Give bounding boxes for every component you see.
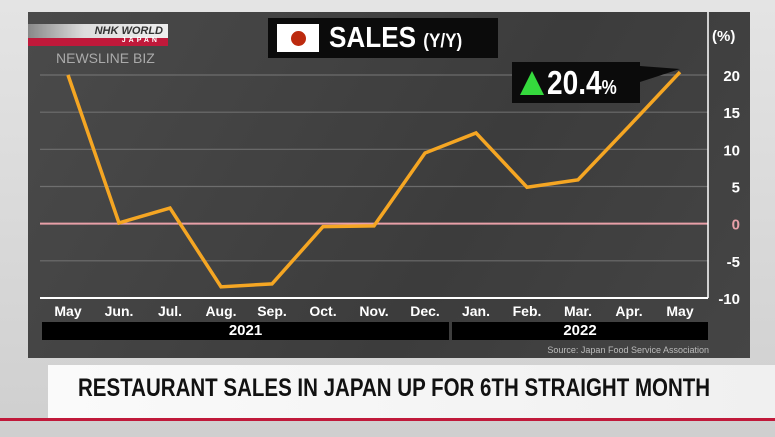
badge-pointer [640, 66, 680, 82]
highlight-badge: 20.4% [512, 62, 640, 103]
x-tick-label: May [666, 303, 693, 319]
x-tick-label: Mar. [564, 303, 592, 319]
chart-title: SALES (Y/Y) [329, 21, 463, 54]
x-tick-label: Apr. [615, 303, 642, 319]
year-label-2022: 2022 [452, 322, 708, 340]
y-tick-label: 0 [732, 217, 740, 234]
nhk-logo-japan: JAPAN [28, 37, 168, 46]
x-tick-label: Nov. [359, 303, 388, 319]
headline-banner [48, 365, 775, 418]
chart-title-box: SALES (Y/Y) [268, 18, 498, 58]
x-tick-label: Jan. [462, 303, 490, 319]
x-tick-label: Jun. [105, 303, 134, 319]
accent-line [0, 418, 775, 421]
program-name: NEWSLINE BIZ [56, 50, 155, 66]
x-tick-label: Sep. [257, 303, 287, 319]
y-tick-label: 5 [732, 180, 740, 197]
x-tick-label: Aug. [205, 303, 236, 319]
y-tick-label: 20 [723, 68, 740, 85]
x-tick-label: May [54, 303, 81, 319]
year-label-2021: 2021 [42, 322, 449, 340]
source-note: Source: Japan Food Service Association [547, 345, 709, 355]
headline: RESTAURANT SALES IN JAPAN UP FOR 6TH STR… [78, 374, 711, 402]
up-arrow-icon [520, 70, 544, 95]
x-tick-label: Oct. [309, 303, 336, 319]
y-tick-label: 10 [723, 142, 740, 159]
x-tick-label: Feb. [513, 303, 542, 319]
sales-line [66, 70, 682, 289]
y-tick-label: -5 [727, 254, 740, 271]
x-tick-label: Jul. [158, 303, 182, 319]
x-tick-label: Dec. [410, 303, 440, 319]
y-tick-label: 15 [723, 105, 740, 122]
y-unit-label: (%) [712, 28, 736, 45]
highlight-unit: % [601, 76, 617, 99]
y-tick-label: -10 [718, 291, 740, 308]
highlight-value: 20.4 [547, 63, 602, 101]
japan-flag-icon [277, 24, 319, 52]
